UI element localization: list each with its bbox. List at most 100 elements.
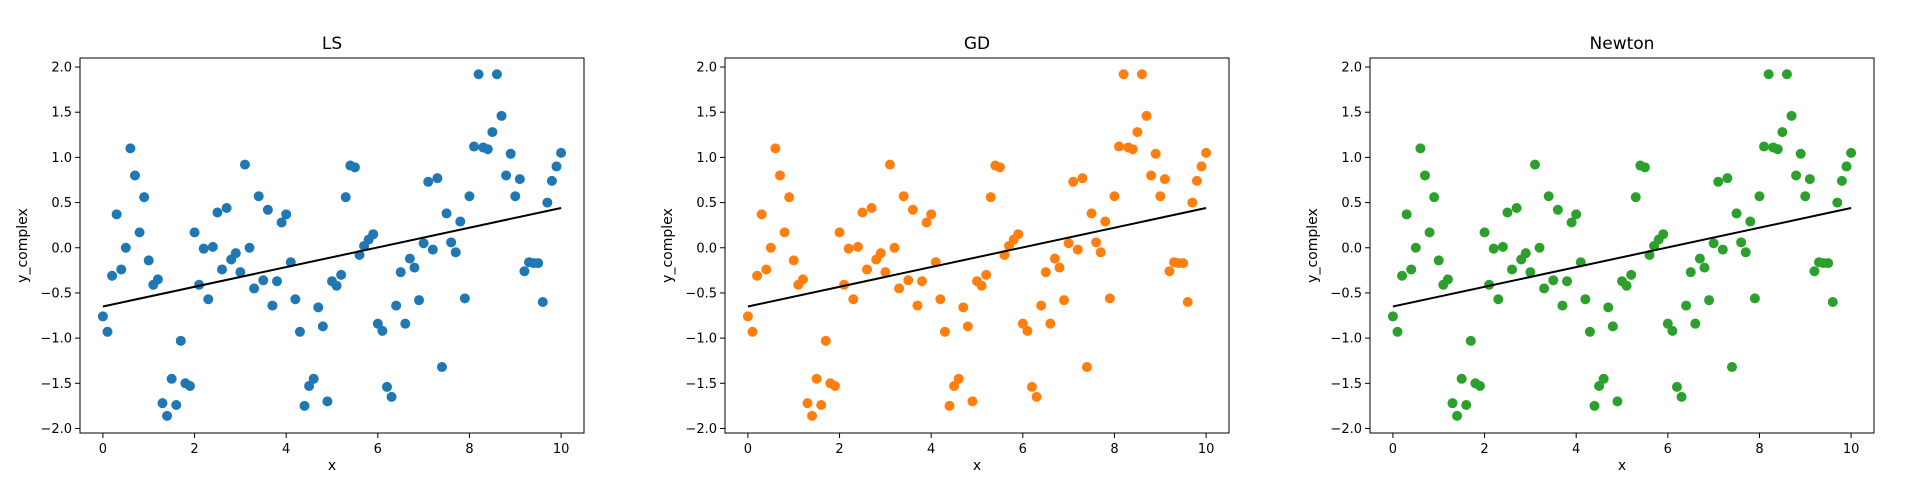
data-point [1127, 144, 1138, 155]
data-point [1419, 170, 1430, 181]
data-point [1745, 216, 1756, 227]
y-axis-ticks: −2.0 −1.5 −1.0 −0.5 0.0 0.5 1.0 1.5 2.0 [40, 61, 80, 437]
data-point [1036, 300, 1047, 311]
data-point [1164, 266, 1175, 277]
scatter-points [1387, 69, 1857, 421]
data-point [953, 373, 964, 384]
data-point [884, 159, 895, 170]
fit-line [747, 207, 1207, 308]
data-point [409, 262, 420, 273]
plot-area [1369, 57, 1875, 434]
data-point [537, 296, 548, 307]
data-point [166, 373, 177, 384]
data-point [1694, 253, 1705, 264]
scatter-points [742, 69, 1212, 421]
subplot-gd: GD x y_complex 0 2 4 6 8 10 −2.0 −1.5 −1.0 −0.5 0… [660, 34, 1230, 474]
x-tick-label: 6 [1019, 442, 1027, 457]
data-point [395, 267, 406, 278]
data-point [514, 174, 525, 185]
data-point [1433, 255, 1444, 266]
data-point [501, 170, 512, 181]
data-point [1406, 264, 1417, 275]
data-point [129, 170, 140, 181]
data-point [1104, 293, 1115, 304]
data-point [372, 318, 383, 329]
data-point [1136, 69, 1147, 80]
data-point [1452, 410, 1463, 421]
data-point [1548, 275, 1559, 286]
data-point [175, 335, 186, 346]
data-point [1146, 170, 1157, 181]
data-point [1415, 143, 1426, 154]
data-point [1191, 175, 1202, 186]
data-point [921, 217, 932, 228]
data-point [1603, 302, 1614, 313]
data-point [1040, 267, 1051, 278]
y-tick-label: −1.5 [1330, 377, 1362, 392]
data-point [926, 209, 937, 220]
data-point [1754, 191, 1765, 202]
data-point [1763, 69, 1774, 80]
data-point [290, 294, 301, 305]
data-point [1639, 162, 1650, 173]
data-point [391, 300, 402, 311]
x-axis-ticks: 0 2 4 6 8 10 [744, 433, 1214, 457]
subplot-newton: Newton x y_complex 0 2 4 6 8 10 −2.0−1.5−1.0−… [1305, 34, 1875, 474]
chart-title: Newton [1590, 34, 1655, 54]
data-point [377, 325, 388, 336]
data-point [994, 162, 1005, 173]
data-point [459, 293, 470, 304]
data-point [1557, 300, 1568, 311]
data-point [1410, 242, 1421, 253]
data-point [1607, 321, 1618, 332]
fit-line-group [1392, 207, 1852, 308]
data-point [111, 209, 122, 220]
data-point [1479, 227, 1490, 238]
data-point [171, 399, 182, 410]
data-point [304, 381, 315, 392]
x-axis-label: x [973, 458, 981, 474]
data-point [491, 69, 502, 80]
fit-line [102, 207, 562, 308]
data-point [262, 204, 273, 215]
data-point [272, 276, 283, 287]
data-point [889, 242, 900, 253]
data-point [1685, 267, 1696, 278]
data-point [1676, 391, 1687, 402]
data-point [907, 204, 918, 215]
data-point [120, 242, 131, 253]
data-point [294, 326, 305, 337]
data-point [152, 274, 163, 285]
data-point [1026, 381, 1037, 392]
data-point [482, 144, 493, 155]
data-point [820, 335, 831, 346]
data-point [1594, 381, 1605, 392]
data-point [1529, 159, 1540, 170]
data-point [1671, 381, 1682, 392]
data-point [1823, 258, 1834, 269]
data-point [1539, 283, 1550, 294]
data-point [1155, 191, 1166, 202]
data-point [217, 264, 228, 275]
data-point [756, 209, 767, 220]
data-point [1497, 241, 1508, 252]
y-axis-label: y_complex [660, 208, 676, 283]
data-point [157, 398, 168, 409]
data-point [1474, 381, 1485, 392]
data-point [427, 244, 438, 255]
data-point [1772, 144, 1783, 155]
data-point [1731, 208, 1742, 219]
x-tick-label: 0 [1389, 442, 1397, 457]
data-point [134, 227, 145, 238]
data-point [1598, 373, 1609, 384]
x-tick-label: 0 [99, 442, 107, 457]
data-point [340, 192, 351, 203]
data-point [1800, 191, 1811, 202]
data-point [1182, 296, 1193, 307]
data-point [774, 170, 785, 181]
x-tick-label: 2 [1480, 442, 1488, 457]
data-point [1630, 192, 1641, 203]
data-point [1846, 147, 1857, 158]
data-point [1392, 326, 1403, 337]
